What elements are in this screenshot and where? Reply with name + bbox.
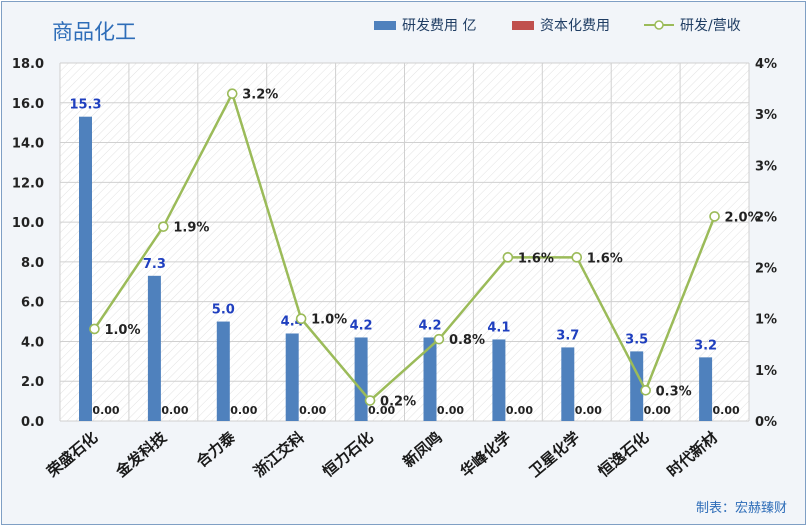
y-right-tick-label: 4%: [755, 57, 777, 72]
bar-cap-label: 0.00: [299, 404, 326, 417]
bar-rd-label: 3.5: [625, 332, 648, 347]
x-tick-label: 恒逸石化: [595, 428, 653, 480]
bar-rd: [216, 321, 230, 421]
line-ratio-label: 1.6%: [518, 251, 554, 266]
y-right-tick-label: 1%: [755, 313, 777, 328]
x-tick-label: 浙江交科: [250, 428, 308, 480]
y-right-tick-label: 0%: [755, 415, 777, 430]
line-ratio-point: [226, 88, 238, 99]
bar-rd: [423, 337, 437, 421]
bar-cap-label: 0.00: [368, 404, 395, 417]
bar-rd-label: 3.7: [556, 328, 579, 343]
line-ratio-point: [709, 211, 720, 222]
line-ratio-point: [571, 252, 583, 263]
legend-item-cap: 资本化费用: [512, 15, 610, 35]
y-left-tick-label: 6.0: [21, 296, 44, 311]
bar-cap-label: 0.00: [161, 404, 188, 417]
line-ratio-label: 1.0%: [104, 323, 140, 338]
y-left-tick-label: 16.0: [12, 97, 44, 112]
line-ratio-point: [89, 323, 100, 335]
legend-swatch-cap: [512, 20, 534, 30]
line-ratio-label: 1.9%: [173, 221, 209, 236]
y-left-tick-label: 12.0: [12, 176, 44, 191]
x-tick-label: 新凤鸣: [399, 428, 445, 471]
y-left-tick-label: 18.0: [12, 57, 44, 72]
y-left-tick-label: 4.0: [21, 335, 44, 350]
legend-label-ratio: 研发/营收: [680, 18, 741, 34]
bar-rd-label: 7.3: [143, 257, 166, 272]
line-ratio-point: [364, 395, 376, 406]
x-tick-label: 荣盛石化: [43, 428, 101, 481]
bar-rd: [354, 337, 368, 421]
bar-rd: [561, 347, 575, 421]
legend-label-cap: 资本化费用: [540, 18, 610, 34]
y-left-tick-label: 10.0: [12, 216, 44, 231]
x-tick-label: 合力泰: [192, 428, 240, 472]
bar-rd-label: 5.0: [212, 303, 235, 318]
line-ratio-label: 1.0%: [311, 313, 347, 328]
y-right-tick-label: 1%: [755, 364, 777, 379]
bar-rd-label: 4.2: [350, 318, 373, 333]
bar-rd: [285, 333, 299, 421]
y-left-tick-label: 2.0: [21, 375, 44, 390]
y-right-tick-label: 3%: [755, 159, 777, 174]
legend-item-rd: 研发费用 亿: [374, 15, 476, 35]
line-ratio-label: 0.8%: [449, 333, 485, 348]
line-ratio-point: [640, 385, 651, 396]
line-ratio-label: 0.2%: [380, 395, 416, 410]
line-ratio-point: [502, 252, 514, 263]
line-ratio-label: 1.6%: [587, 251, 623, 266]
y-left-tick-label: 0.0: [21, 415, 44, 430]
bar-cap-label: 0.00: [230, 404, 257, 417]
bar-rd-label: 15.3: [69, 98, 101, 113]
bar-rd: [699, 357, 713, 421]
y-left-tick-label: 14.0: [12, 137, 44, 152]
legend-label-rd: 研发费用 亿: [402, 18, 477, 34]
x-tick-label: 金发科技: [112, 428, 171, 482]
line-ratio-label: 0.3%: [656, 384, 692, 399]
chart-title: 商品化工: [52, 20, 136, 44]
bar-cap-label: 0.00: [713, 404, 740, 417]
bar-rd-label: 3.2: [694, 338, 717, 353]
bar-cap-label: 0.00: [575, 404, 602, 417]
bar-rd: [147, 275, 161, 421]
legend-swatch-rd: [374, 20, 396, 30]
bar-cap-label: 0.00: [506, 404, 533, 417]
line-ratio-point: [158, 221, 169, 232]
y-right-tick-label: 2%: [755, 210, 777, 225]
bar-rd: [492, 339, 506, 421]
line-ratio-point: [433, 333, 445, 345]
legend-line-icon: [644, 20, 674, 30]
x-tick-label: 卫星化学: [526, 428, 584, 480]
bar-cap-label: 0.00: [437, 404, 464, 417]
x-tick-label: 时代新材: [664, 428, 722, 480]
x-tick-label: 华峰化学: [457, 428, 515, 480]
bar-rd-label: 4.2: [418, 318, 441, 333]
line-ratio: [93, 90, 716, 403]
y-right-tick-label: 3%: [755, 108, 777, 123]
x-tick-label: 恒力石化: [319, 428, 377, 480]
bar-cap-label: 0.00: [644, 404, 671, 417]
y-left-tick-label: 8.0: [21, 256, 44, 271]
bar-rd-label: 4.1: [487, 320, 510, 335]
credit-text: 制表：宏赫臻财: [695, 501, 787, 516]
line-ratio-point: [295, 313, 307, 325]
legend-item-ratio: 研发/营收: [644, 15, 741, 35]
y-right-tick-label: 2%: [755, 262, 777, 277]
bar-cap-label: 0.00: [92, 404, 119, 417]
bar-rd: [79, 116, 92, 421]
line-ratio-label: 3.2%: [242, 88, 278, 103]
line-ratio-label: 2.0%: [725, 210, 761, 225]
